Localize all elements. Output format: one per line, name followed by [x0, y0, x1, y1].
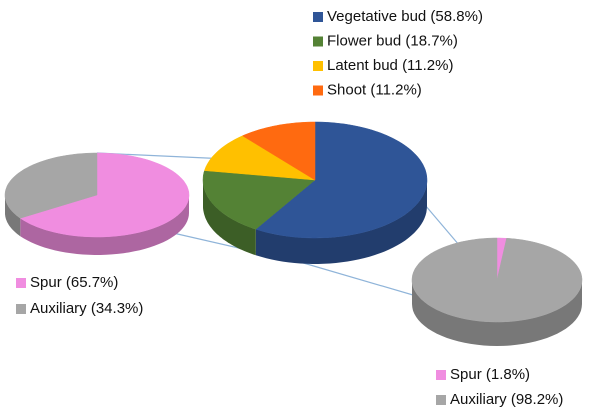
legend-label: Spur (65.7%) — [30, 274, 118, 291]
legend-swatch — [313, 85, 323, 96]
slice — [19, 152, 190, 238]
legend-label: Auxiliary (34.3%) — [30, 300, 143, 317]
legend-swatch — [313, 12, 323, 22]
slice — [255, 121, 428, 239]
legend-label: Auxiliary (98.2%) — [450, 391, 563, 408]
legend-swatch — [313, 36, 323, 47]
slice-side — [412, 280, 582, 346]
slice — [202, 170, 316, 230]
legend-label: Flower bud (18.7%) — [327, 32, 458, 49]
legend-label: Vegetative bud (58.8%) — [327, 8, 483, 25]
slice-side — [255, 180, 427, 264]
slice — [204, 135, 316, 181]
legend-label: Shoot (11.2%) — [327, 81, 422, 98]
slice-side — [5, 195, 21, 237]
legend-label: Spur (1.8%) — [450, 366, 530, 383]
legend-label: Latent bud (11.2%) — [327, 57, 453, 74]
slice — [411, 237, 583, 323]
slice-side — [20, 195, 189, 255]
legend-swatch — [313, 61, 323, 71]
connector-line — [299, 261, 431, 301]
slice — [241, 121, 316, 181]
legend-swatch — [436, 370, 446, 380]
legend-swatch — [16, 278, 26, 288]
legend-swatch — [16, 304, 26, 314]
legend-swatch — [436, 395, 446, 405]
slice — [4, 152, 98, 219]
